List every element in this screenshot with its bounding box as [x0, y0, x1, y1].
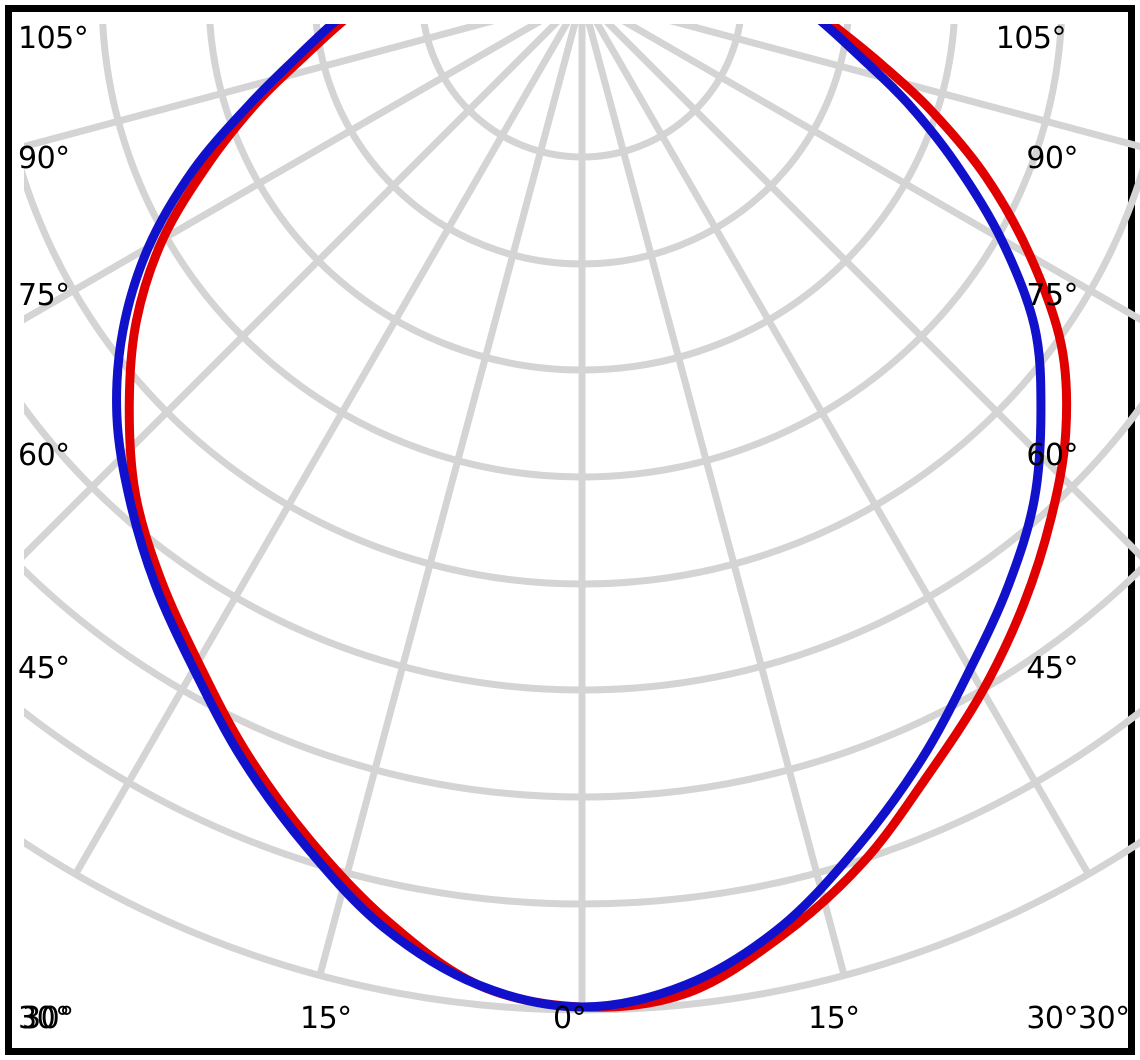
axis-label-left-0: 105° [18, 21, 89, 56]
axis-label-left-1: 90° [18, 141, 70, 176]
grid-spoke-6 [316, 24, 579, 977]
axis-label-bottom-2: 0° [553, 1001, 587, 1036]
axis-label-bottom-0: 30° [22, 1001, 74, 1036]
grid-spoke-8 [585, 24, 848, 977]
axis-label-bottom-3: 15° [808, 1001, 860, 1036]
polar-grid-and-curves [24, 24, 1140, 1014]
axis-label-right-3: 60° [1026, 438, 1078, 473]
axis-label-left-5: 30° [18, 1001, 70, 1036]
grid-spoke-4 [24, 24, 560, 560]
axis-label-right-0: 105° [995, 21, 1067, 56]
plot-border [5, 5, 1140, 1055]
plot-area [24, 24, 1140, 1060]
intensity-curve-red [124, 24, 1072, 1012]
axis-label-left-4: 45° [18, 651, 70, 686]
grid-spoke-12 [669, 24, 1140, 151]
axis-label-right-2: 75° [1026, 278, 1078, 313]
axis-label-right-1: 90° [1026, 141, 1078, 176]
grid-spoke-3 [24, 24, 543, 324]
grid-spoke-5 [72, 24, 571, 877]
axis-label-left-2: 75° [18, 278, 70, 313]
axis-label-right-5: 30° [1026, 1001, 1078, 1036]
axis-label-right-4: 45° [1026, 651, 1078, 686]
grid-spoke-9 [593, 24, 1092, 877]
axis-label-bottom-1: 15° [300, 1001, 352, 1036]
axis-label-left-3: 60° [18, 438, 70, 473]
axis-label-bottom-4: 30° [1078, 1001, 1130, 1036]
grid-spoke-10 [604, 24, 1140, 560]
grid-spoke-11 [621, 24, 1140, 324]
intensity-curve-blue [112, 24, 1046, 1012]
grid-spoke-2 [24, 24, 495, 151]
